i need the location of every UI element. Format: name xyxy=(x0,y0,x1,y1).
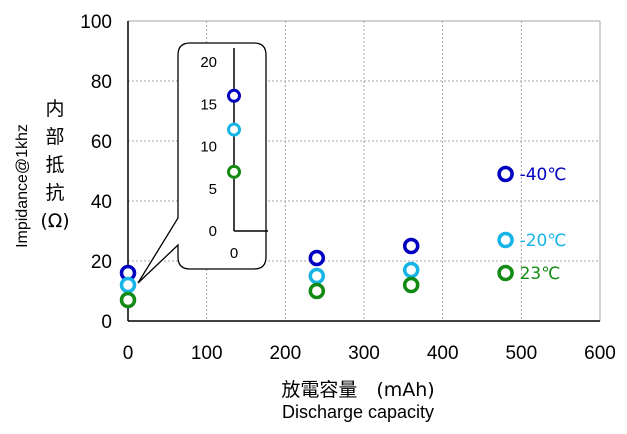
data-point xyxy=(497,264,514,282)
y-tick-label: 20 xyxy=(91,252,112,273)
data-point xyxy=(308,249,326,267)
series-label: -20℃ xyxy=(520,231,567,251)
inset-callout-box xyxy=(137,42,267,284)
inset-y-tick-label: 10 xyxy=(200,139,217,156)
data-point xyxy=(308,282,326,300)
x-tick-label: 100 xyxy=(191,343,223,364)
data-point xyxy=(402,276,420,294)
y-tick-label: 100 xyxy=(80,12,112,33)
y-tick-label: 60 xyxy=(91,132,112,153)
inset-data-point xyxy=(227,88,241,103)
data-point xyxy=(119,276,137,294)
x-axis-title-japanese: 放電容量 (mAh) xyxy=(281,379,435,401)
y-tick-label: 0 xyxy=(101,312,112,333)
inset-y-tick-label: 5 xyxy=(209,181,217,198)
x-tick-label: 500 xyxy=(505,343,537,364)
data-point xyxy=(497,165,514,183)
series-label: 23℃ xyxy=(520,264,561,284)
x-tick-label: 0 xyxy=(123,343,134,364)
y-axis-title-char: 内 xyxy=(45,98,65,120)
inset-y-tick-label: 20 xyxy=(200,54,217,71)
y-axis-title-char: (Ω) xyxy=(40,210,70,232)
x-tick-label: 600 xyxy=(584,343,616,364)
y-tick-labels: 0 20 40 60 80 100 xyxy=(80,12,112,333)
y-axis-title-japanese: 内 部 抵 抗 (Ω) xyxy=(36,95,74,235)
y-axis-title-english: Impidance@1khz xyxy=(14,124,31,248)
data-point xyxy=(119,291,137,309)
y-axis-title-char: 部 xyxy=(45,126,65,148)
inset-data-point xyxy=(227,122,241,137)
x-tick-label: 200 xyxy=(269,343,301,364)
grid-lines xyxy=(128,20,601,321)
y-tick-label: 40 xyxy=(91,192,112,213)
data-points xyxy=(119,165,514,309)
x-axis-title-english: Discharge capacity xyxy=(281,402,435,422)
series-label: -40℃ xyxy=(520,165,567,185)
data-point xyxy=(497,231,514,249)
x-tick-label: 400 xyxy=(427,343,459,364)
inset-y-tick-label: 0 xyxy=(209,223,217,240)
inset-x-tick-label: 0 xyxy=(230,245,238,262)
x-tick-labels: 0 100 200 300 400 500 600 xyxy=(123,343,616,364)
zoom-inset-callout: 0 5 10 15 20 0 xyxy=(137,42,268,284)
series-labels: -40℃ -20℃ 23℃ xyxy=(520,165,567,284)
inset-y-tick-label: 15 xyxy=(200,96,217,113)
x-tick-label: 300 xyxy=(348,343,380,364)
data-point xyxy=(402,237,420,255)
y-axis-title-char: 抵 xyxy=(45,154,65,176)
data-point xyxy=(308,267,326,285)
inset-data-point xyxy=(227,164,241,179)
y-axis-title-char: 抗 xyxy=(45,182,65,204)
y-tick-label: 80 xyxy=(91,72,112,93)
data-point xyxy=(402,261,420,279)
